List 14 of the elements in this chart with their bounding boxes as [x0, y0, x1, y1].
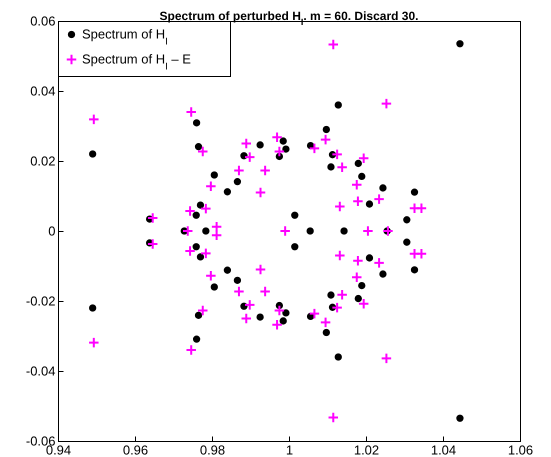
- x-tick-label: 1.02: [354, 442, 380, 457]
- x-tick-label: 0.98: [200, 442, 226, 457]
- y-tick-label: 0.04: [30, 84, 56, 98]
- x-tick-label: 0.96: [122, 442, 148, 457]
- legend-label: Spectrum of H$_{I}$: [82, 26, 168, 47]
- y-tick-label: 0: [48, 224, 56, 238]
- x-tick-label: 1.06: [508, 442, 534, 457]
- y-tick-label: 0.02: [30, 154, 56, 168]
- y-tick-label: 0.06: [30, 14, 56, 28]
- x-tick-label: 1.04: [430, 442, 456, 457]
- legend-label: Spectrum of H$_{I}$ – E: [82, 52, 192, 72]
- y-tick-label: -0.02: [26, 294, 56, 308]
- x-tick-label: 1: [286, 442, 294, 457]
- y-tick-label: -0.04: [26, 364, 56, 378]
